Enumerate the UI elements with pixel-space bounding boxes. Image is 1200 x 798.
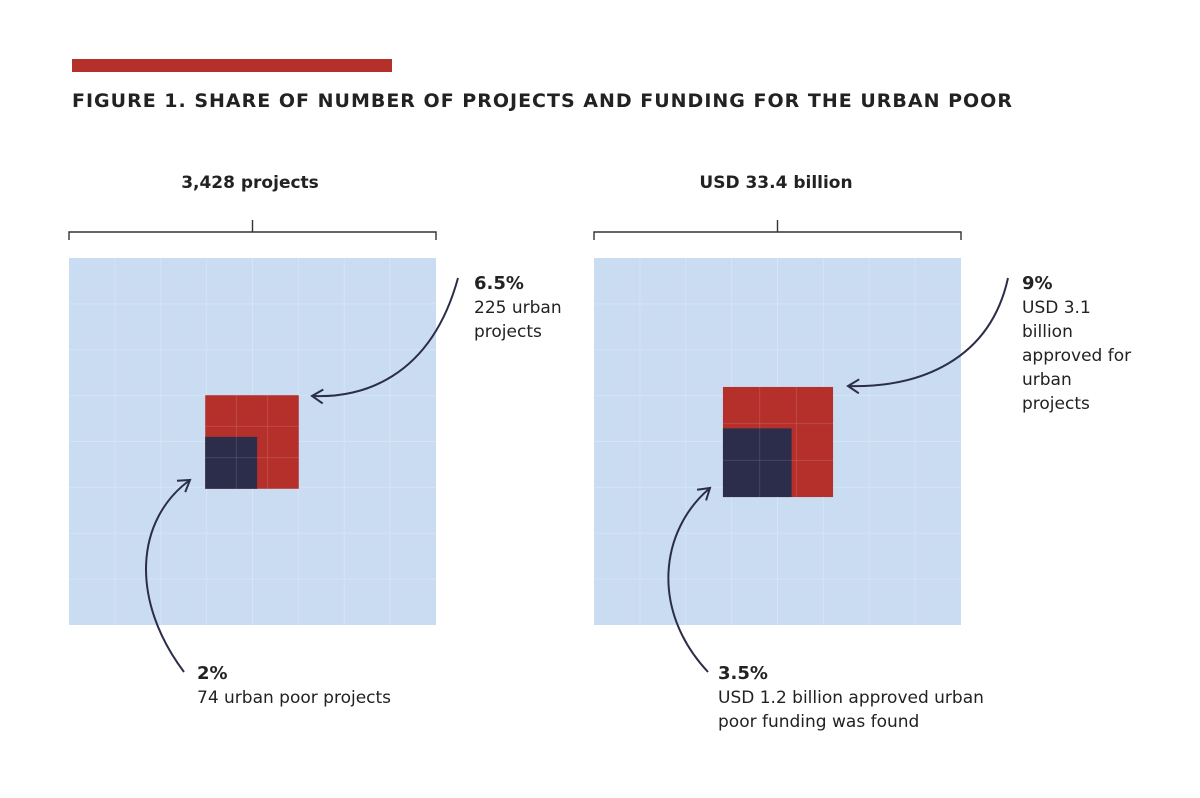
urban-poor-funding-description: USD 1.2 billion approved urban poor fund…	[718, 688, 984, 732]
urban-poor-square-projects	[205, 436, 258, 489]
annotation-urban-poor-projects: 2% 74 urban poor projects	[197, 662, 497, 710]
bracket-funding	[593, 220, 962, 240]
arrow-urban-projects	[311, 277, 459, 398]
arrow-urban-poor-funding-head	[696, 486, 712, 501]
arrow-urban-poor-projects-head	[176, 478, 192, 493]
urban-poor-projects-description: 74 urban poor projects	[197, 688, 392, 708]
arrow-urban-projects-head	[310, 388, 324, 405]
urban-poor-square-funding	[722, 428, 792, 498]
arrow-urban-poor-projects	[145, 479, 191, 673]
annotation-urban-funding: 9% USD 3.1 billion approved for urban pr…	[1022, 272, 1132, 416]
urban-poor-funding-share: 3.5%	[718, 663, 768, 684]
arrow-urban-funding	[847, 277, 1009, 388]
bracket-projects	[68, 220, 437, 240]
urban-poor-projects-share: 2%	[197, 663, 228, 684]
urban-funding-share: 9%	[1022, 273, 1053, 294]
urban-funding-description: USD 3.1 billion approved for urban proje…	[1022, 298, 1132, 414]
panel-title-funding: USD 33.4 billion	[699, 173, 853, 193]
accent-bar	[72, 59, 392, 72]
panel-title-projects: 3,428 projects	[181, 173, 319, 193]
annotation-urban-projects: 6.5% 225 urban projects	[474, 272, 594, 344]
figure-title: FIGURE 1. SHARE OF NUMBER OF PROJECTS AN…	[72, 90, 1013, 112]
arrow-urban-poor-funding	[667, 487, 711, 673]
annotation-urban-poor-funding: 3.5% USD 1.2 billion approved urban poor…	[718, 662, 1018, 734]
urban-projects-share: 6.5%	[474, 273, 524, 294]
arrow-urban-funding-head	[846, 378, 860, 395]
urban-projects-description: 225 urban projects	[474, 298, 562, 342]
